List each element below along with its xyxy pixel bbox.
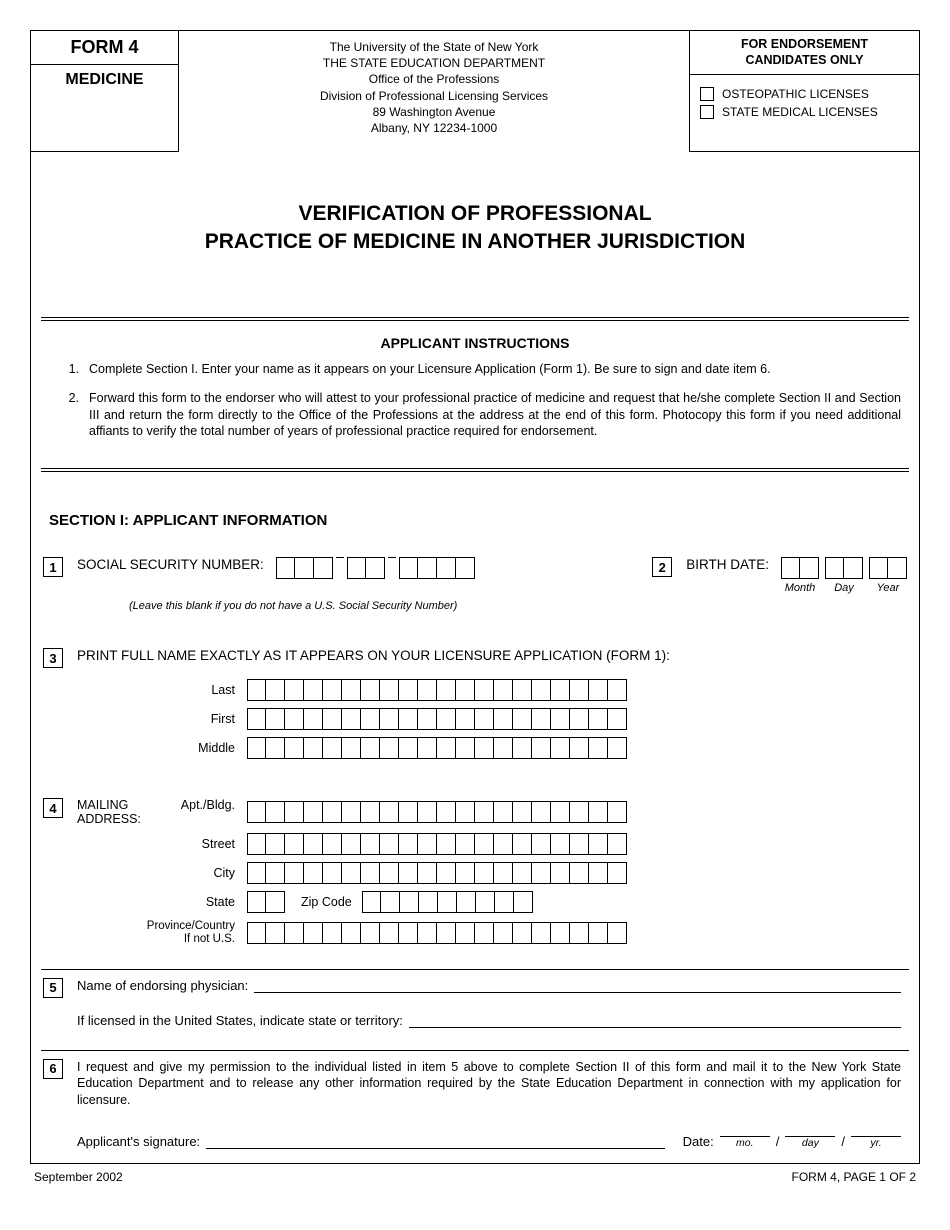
- endorsement-box: FOR ENDORSEMENT CANDIDATES ONLY OSTEOPAT…: [689, 31, 919, 152]
- field-name: 3 PRINT FULL NAME EXACTLY AS IT APPEARS …: [31, 628, 919, 782]
- dept-line: THE STATE EDUCATION DEPARTMENT: [189, 55, 679, 71]
- birthdate-input[interactable]: Month Day Year: [781, 557, 907, 594]
- street-input[interactable]: [247, 833, 627, 855]
- instruction-1: 1. Complete Section I. Enter your name a…: [61, 361, 901, 378]
- state-label: State: [77, 895, 247, 909]
- name-label: PRINT FULL NAME EXACTLY AS IT APPEARS ON…: [77, 648, 907, 663]
- birth-label: BIRTH DATE:: [686, 557, 769, 572]
- osteopathic-label: OSTEOPATHIC LICENSES: [722, 87, 869, 101]
- zip-input[interactable]: [362, 891, 533, 913]
- signature-label: Applicant's signature:: [77, 1134, 200, 1149]
- medical-label: STATE MEDICAL LICENSES: [722, 105, 878, 119]
- date-mo-input[interactable]: [720, 1123, 770, 1137]
- instructions-heading: APPLICANT INSTRUCTIONS: [31, 321, 919, 361]
- main-title: VERIFICATION OF PROFESSIONAL PRACTICE OF…: [31, 152, 919, 317]
- street-label: Street: [77, 837, 247, 851]
- item-number-4: 4: [43, 798, 63, 818]
- instructions-list: 1. Complete Section I. Enter your name a…: [31, 361, 919, 469]
- mailing-label: MAILINGADDRESS:: [77, 798, 157, 826]
- ssn-input-group3[interactable]: [399, 557, 475, 579]
- licensed-input[interactable]: [409, 1014, 901, 1028]
- instruction-2: 2. Forward this form to the endorser who…: [61, 390, 901, 441]
- item-number-5: 5: [43, 978, 63, 998]
- city-input[interactable]: [247, 862, 627, 884]
- ssn-hint: (Leave this blank if you do not have a U…: [129, 600, 907, 612]
- signature-input[interactable]: [206, 1135, 665, 1149]
- field-address: 4 MAILINGADDRESS: Apt./Bldg. Street City…: [31, 782, 919, 968]
- addr1-line: 89 Washington Avenue: [189, 104, 679, 120]
- osteopathic-checkbox[interactable]: [700, 87, 714, 101]
- university-line: The University of the State of New York: [189, 39, 679, 55]
- page-footer: September 2002 FORM 4, PAGE 1 OF 2: [30, 1164, 920, 1184]
- date-yr-input[interactable]: [851, 1123, 901, 1137]
- item-number-6: 6: [43, 1059, 63, 1079]
- licensed-label: If licensed in the United States, indica…: [77, 1013, 403, 1028]
- item-number-1: 1: [43, 557, 63, 577]
- form-number: FORM 4: [31, 31, 178, 65]
- first-input[interactable]: [247, 708, 627, 730]
- item-number-2: 2: [652, 557, 672, 577]
- last-input[interactable]: [247, 679, 627, 701]
- ssn-input-group1[interactable]: [276, 557, 333, 579]
- form-container: FORM 4 MEDICINE The University of the St…: [30, 30, 920, 1164]
- province-label: Province/CountryIf not U.S.: [77, 920, 247, 945]
- ssn-label: SOCIAL SECURITY NUMBER:: [77, 557, 264, 572]
- state-input[interactable]: [247, 891, 285, 913]
- office-line: Office of the Professions: [189, 71, 679, 87]
- city-label: City: [77, 866, 247, 880]
- osteopathic-checkbox-row: OSTEOPATHIC LICENSES: [700, 87, 909, 101]
- apt-input[interactable]: [247, 801, 627, 823]
- first-label: First: [77, 712, 247, 726]
- section-6: 6 I request and give my permission to th…: [31, 1051, 919, 1164]
- addr2-line: Albany, NY 12234-1000: [189, 120, 679, 136]
- footer-date: September 2002: [34, 1170, 123, 1184]
- apt-label: Apt./Bldg.: [157, 798, 235, 826]
- division-line: Division of Professional Licensing Servi…: [189, 88, 679, 104]
- footer-page: FORM 4, PAGE 1 OF 2: [792, 1170, 916, 1184]
- form-id-box: FORM 4 MEDICINE: [31, 31, 179, 152]
- section-1-title: SECTION I: APPLICANT INFORMATION: [31, 472, 919, 557]
- endorser-label: Name of endorsing physician:: [77, 978, 248, 993]
- medical-checkbox-row: STATE MEDICAL LICENSES: [700, 105, 909, 119]
- province-input[interactable]: [247, 922, 627, 944]
- header-row: FORM 4 MEDICINE The University of the St…: [31, 31, 919, 152]
- middle-input[interactable]: [247, 737, 627, 759]
- middle-label: Middle: [77, 741, 247, 755]
- endorser-input[interactable]: [254, 979, 901, 993]
- last-label: Last: [77, 683, 247, 697]
- license-checkboxes: OSTEOPATHIC LICENSES STATE MEDICAL LICEN…: [690, 75, 919, 131]
- permission-text: I request and give my permission to the …: [77, 1059, 901, 1110]
- item-number-3: 3: [43, 648, 63, 668]
- ssn-input-group2[interactable]: [347, 557, 385, 579]
- field-ssn-birth: 1 SOCIAL SECURITY NUMBER: 2 BIRTH DATE: …: [31, 557, 919, 628]
- date-label: Date:: [683, 1134, 714, 1149]
- form-subject: MEDICINE: [31, 65, 178, 95]
- medical-checkbox[interactable]: [700, 105, 714, 119]
- zip-label: Zip Code: [301, 895, 352, 909]
- endorsement-title: FOR ENDORSEMENT CANDIDATES ONLY: [690, 31, 919, 75]
- section-5: 5 Name of endorsing physician: If licens…: [31, 970, 919, 1050]
- department-header: The University of the State of New York …: [179, 31, 689, 152]
- date-day-input[interactable]: [785, 1123, 835, 1137]
